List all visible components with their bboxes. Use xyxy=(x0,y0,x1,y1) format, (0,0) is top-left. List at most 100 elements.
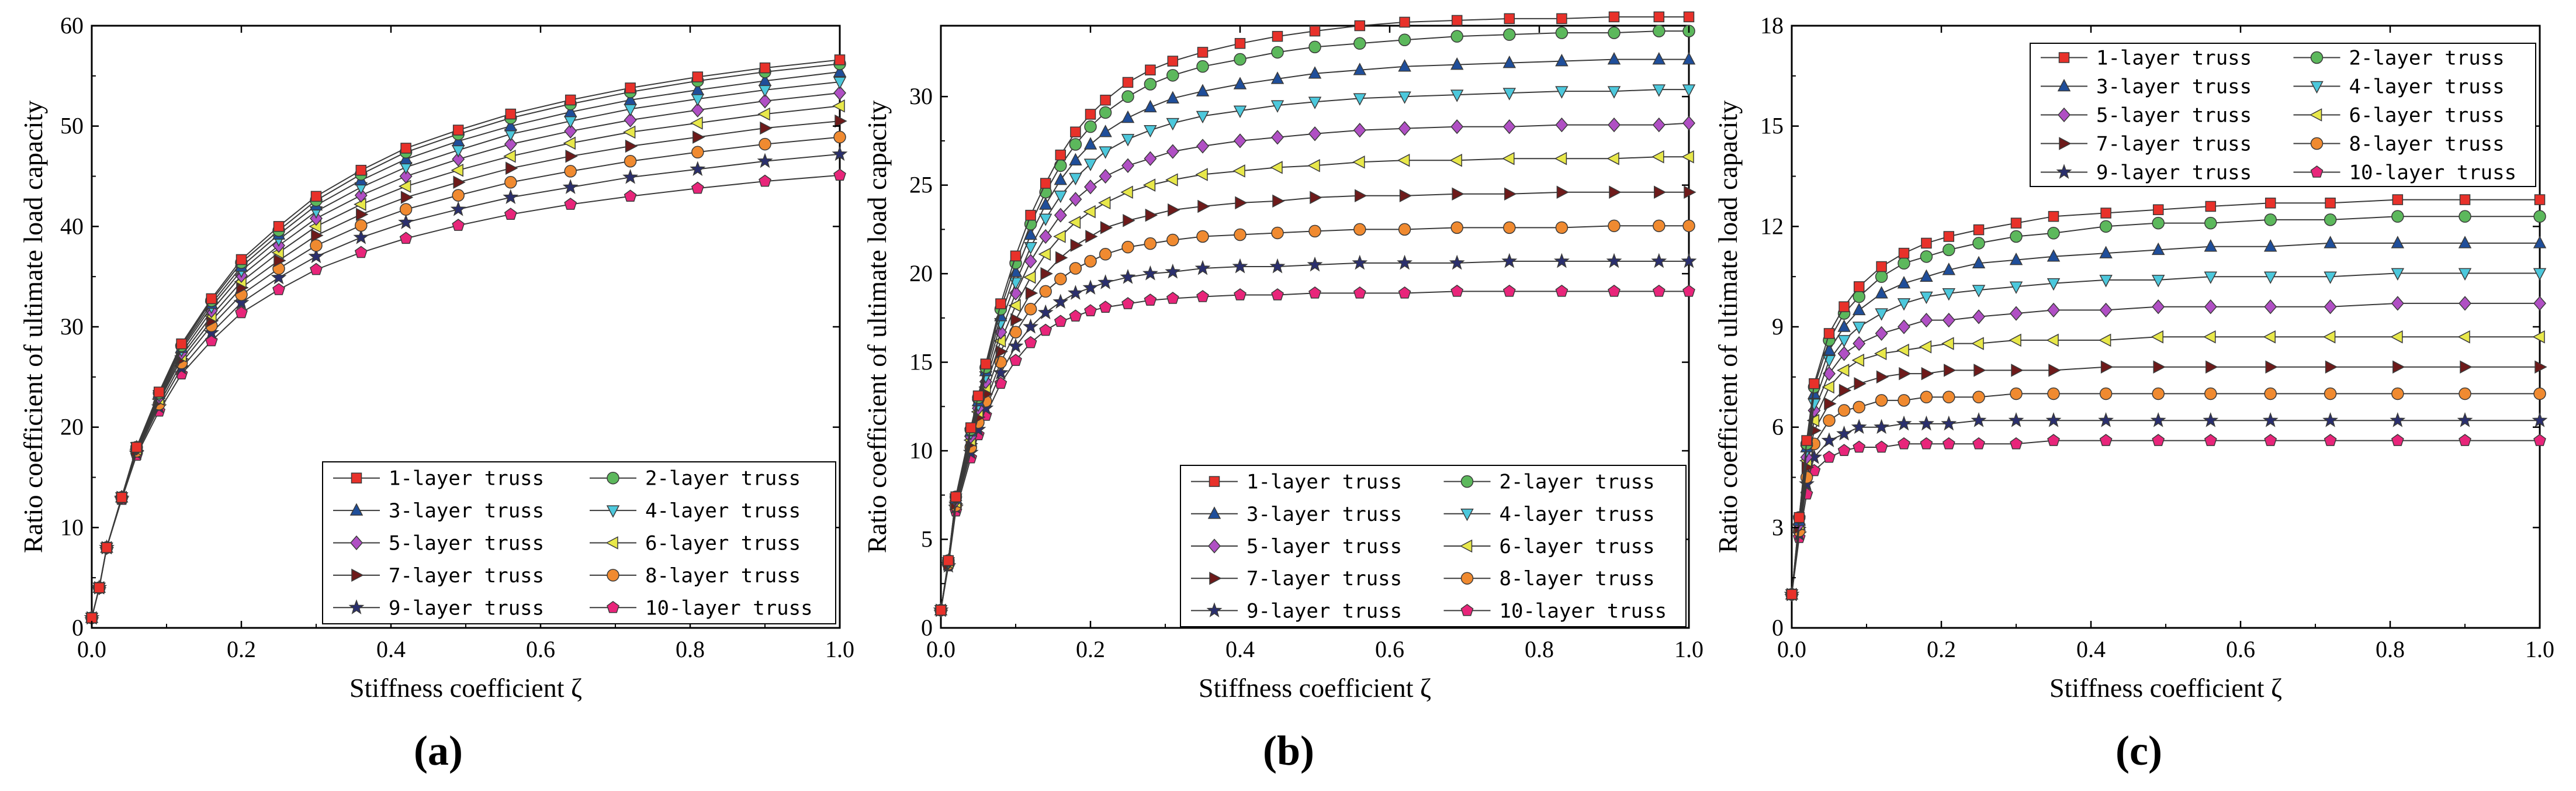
data-point xyxy=(1069,153,1082,165)
data-point xyxy=(1875,440,1888,453)
legend-item: 7-layer truss xyxy=(333,564,544,588)
series-7-layer-truss xyxy=(1786,360,2547,602)
data-point xyxy=(1085,109,1096,120)
data-point xyxy=(2459,387,2471,400)
data-point xyxy=(1450,57,1464,70)
data-point xyxy=(2263,271,2277,284)
y-tick-label: 5 xyxy=(921,526,933,552)
data-point xyxy=(1608,26,1621,39)
panel-label-c: (c) xyxy=(2115,727,2162,774)
series-2-layer-truss xyxy=(1785,210,2546,601)
data-point xyxy=(2534,194,2546,205)
y-tick-label: 15 xyxy=(909,349,933,375)
y-tick-label: 9 xyxy=(1772,313,1784,340)
series-line xyxy=(1791,302,2540,595)
data-point xyxy=(1234,53,1247,66)
x-tick-label: 0.4 xyxy=(1225,636,1255,662)
data-point xyxy=(1941,337,1954,350)
data-point xyxy=(2458,268,2472,281)
data-point xyxy=(1084,255,1097,268)
data-point xyxy=(832,146,848,161)
data-point xyxy=(1099,106,1112,119)
legend-label: 2-layer truss xyxy=(1500,471,1655,494)
data-point xyxy=(2391,387,2404,400)
data-point xyxy=(2045,412,2062,427)
legend-marker xyxy=(607,471,619,485)
data-point xyxy=(1142,178,1156,192)
series-10-layer-truss xyxy=(1785,434,2546,600)
data-point xyxy=(1851,419,1867,434)
y-tick-label: 30 xyxy=(909,83,933,109)
data-point xyxy=(311,229,324,243)
data-point xyxy=(1398,91,1411,104)
data-point xyxy=(2099,302,2113,318)
data-point xyxy=(1898,437,1910,450)
data-point xyxy=(399,232,413,244)
axis-layer: 0.0 0.2 0.4 0.6 0.8 1.0 0 3 6 9 12 15 18 xyxy=(1760,12,2554,662)
data-point xyxy=(131,441,143,453)
data-point xyxy=(1232,164,1245,178)
data-point xyxy=(2098,333,2111,347)
y-tick-label: 3 xyxy=(1772,514,1784,540)
data-point xyxy=(503,189,519,205)
data-point xyxy=(1801,435,1812,446)
data-point xyxy=(1824,397,1837,410)
data-point xyxy=(1069,172,1082,186)
data-point xyxy=(2458,236,2472,248)
data-point xyxy=(1918,415,1934,431)
y-tick-label: 60 xyxy=(60,12,84,39)
data-point xyxy=(2459,296,2471,311)
data-point xyxy=(835,114,847,128)
data-point xyxy=(1070,239,1083,252)
data-point xyxy=(2391,268,2405,281)
data-point xyxy=(1875,286,1888,299)
data-point xyxy=(2151,242,2165,255)
data-point xyxy=(94,582,105,593)
data-point xyxy=(1606,253,1622,268)
data-point xyxy=(1942,312,1955,328)
data-point xyxy=(1196,230,1209,243)
data-point xyxy=(2532,412,2548,427)
data-point xyxy=(1503,28,1516,41)
legend: 1-layer truss 2-layer truss 3-layer truss 4… xyxy=(1180,465,1687,627)
data-point xyxy=(1942,288,1956,301)
data-point xyxy=(1144,125,1157,138)
data-point xyxy=(1502,151,1515,165)
data-point xyxy=(1876,261,1887,272)
data-point xyxy=(1503,221,1516,234)
data-point xyxy=(203,324,220,340)
panel-b: 0.0 0.2 0.4 0.6 0.8 1.0 0 5 10 15 20 25 30 1-layer t… xyxy=(862,11,1704,774)
data-point xyxy=(2047,227,2060,240)
series-layer xyxy=(84,54,848,626)
legend-item: 3-layer truss xyxy=(333,499,544,523)
data-point xyxy=(2203,412,2219,427)
data-point xyxy=(1853,400,1865,414)
data-point xyxy=(1271,46,1284,59)
data-point xyxy=(1055,149,1067,161)
data-point xyxy=(1652,284,1666,297)
data-point xyxy=(1055,251,1068,265)
x-axis-title: Stiffness coefficient ζ xyxy=(349,673,582,703)
legend-item: 1-layer truss xyxy=(1191,471,1402,494)
series-9-layer-truss xyxy=(1784,412,2548,602)
data-point xyxy=(1682,284,1695,297)
data-point xyxy=(1166,144,1179,159)
data-point xyxy=(563,104,577,118)
data-point xyxy=(1025,286,1038,300)
series-5-layer-truss xyxy=(1785,296,2546,602)
data-point xyxy=(2047,249,2061,262)
data-point xyxy=(1450,89,1464,102)
axis-layer: 0.0 0.2 0.4 0.6 0.8 1.0 0 5 10 15 20 25 30 xyxy=(909,26,1704,662)
data-point xyxy=(1271,130,1284,145)
legend-label: 10-layer truss xyxy=(1500,599,1667,623)
data-point xyxy=(2204,434,2217,446)
series-line xyxy=(1791,420,2540,595)
data-point xyxy=(355,219,368,232)
data-point xyxy=(2533,210,2546,223)
data-point xyxy=(690,161,706,176)
legend-label: 4-layer truss xyxy=(645,499,801,523)
data-point xyxy=(2393,360,2405,374)
legend-marker xyxy=(2058,107,2071,123)
legend-marker xyxy=(1460,509,1474,521)
data-point xyxy=(691,102,704,118)
